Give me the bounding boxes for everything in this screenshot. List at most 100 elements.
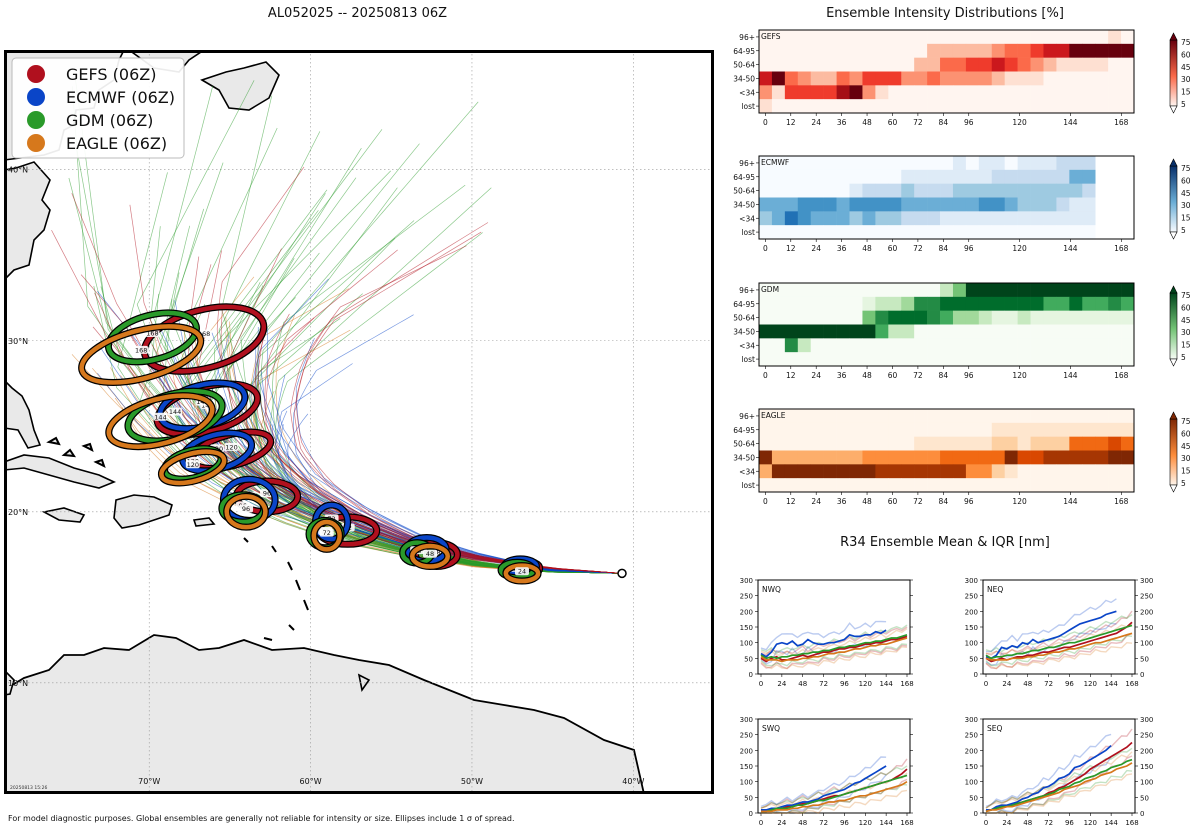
heatmap-x-label: 24: [811, 244, 821, 253]
heat-cell: [991, 43, 1005, 58]
heat-cell: [901, 283, 915, 298]
heat-cell: [797, 85, 812, 100]
heat-cell: [849, 450, 863, 465]
heat-cell: [823, 409, 837, 424]
heat-cell: [1017, 30, 1031, 45]
heat-cell: [1056, 422, 1070, 437]
heat-cell: [1095, 99, 1109, 114]
heat-cell: [991, 409, 1005, 424]
heatmap-gefs: GEFS 96+ 64-95 50-64 34-50 <34 lost 0 12 24 36 48 60…: [733, 29, 1191, 127]
heat-cell: [875, 85, 889, 100]
heatmap-x-label: 96: [964, 244, 974, 253]
heat-cell: [1004, 156, 1018, 171]
heat-cell: [1069, 324, 1083, 339]
heat-cell: [1043, 338, 1057, 353]
r34-iqr-gdm: [986, 769, 1133, 814]
heat-cell: [888, 310, 902, 325]
heat-cell: [952, 71, 967, 86]
heat-cell: [927, 30, 941, 45]
heat-cell: [901, 296, 915, 311]
heat-cell: [849, 43, 863, 58]
heat-cell: [991, 422, 1005, 437]
heat-cell: [836, 169, 850, 184]
heat-cell: [914, 464, 928, 479]
heatmap-x-label: 48: [862, 371, 872, 380]
colorbar-tick: 15: [1181, 341, 1191, 350]
heat-cell: [1043, 464, 1057, 479]
heat-cell: [1108, 352, 1122, 367]
heat-cell: [888, 409, 902, 424]
heat-cell: [797, 225, 812, 240]
heat-cell: [1043, 283, 1057, 298]
heat-cell: [849, 197, 863, 212]
heat-cell: [823, 30, 837, 45]
legend-label-ecmwf: ECMWF (06Z): [66, 88, 175, 107]
heat-cell: [823, 436, 837, 451]
colorbar-max-arrow: [1169, 158, 1178, 167]
heat-cell: [1069, 422, 1083, 437]
heat-cell: [862, 478, 876, 493]
legend-box: [11, 57, 185, 159]
r34-y-label-right: 300: [1140, 577, 1153, 585]
legend-swatch-eagle: [27, 134, 45, 152]
heat-cell: [901, 183, 915, 198]
heatmap-row-label: 96+: [739, 286, 755, 295]
heat-cell: [940, 422, 954, 437]
r34-y-label-right: 0: [1140, 671, 1144, 679]
heat-cell: [1108, 296, 1122, 311]
heat-cell: [849, 310, 863, 325]
heat-cell: [914, 324, 928, 339]
heat-cell: [1043, 43, 1057, 58]
heatmap-x-label: 36: [837, 371, 847, 380]
legend-label-eagle: EAGLE (06Z): [66, 134, 167, 153]
heat-cell: [784, 283, 799, 298]
heat-cell: [1095, 409, 1109, 424]
heat-cell: [1030, 30, 1044, 45]
heat-cell: [1108, 71, 1122, 86]
heat-cell: [1082, 478, 1096, 493]
heat-cell: [914, 409, 928, 424]
heat-cell: [1030, 296, 1044, 311]
track-map[interactable]: 1681681681441441441441201201201209696969…: [4, 50, 714, 794]
heat-cell: [823, 99, 837, 114]
heat-cell: [875, 324, 889, 339]
heat-cell: [836, 436, 850, 451]
heat-cell: [965, 436, 980, 451]
heat-cell: [940, 409, 954, 424]
heatmap-x-label: 84: [939, 118, 949, 127]
heat-cell: [810, 283, 824, 298]
heat-cell: [784, 30, 799, 45]
heat-cell: [978, 169, 993, 184]
heat-cell: [1095, 324, 1109, 339]
colorbar-max-arrow: [1169, 411, 1178, 420]
r34-y-label-right: 150: [1140, 624, 1153, 632]
heat-cell: [1121, 30, 1135, 45]
r34-y-label: 0: [749, 810, 753, 818]
heat-cell: [1069, 352, 1083, 367]
heat-cell: [901, 352, 915, 367]
heat-cell: [759, 450, 773, 465]
heat-cell: [901, 422, 915, 437]
heat-cell: [1043, 422, 1057, 437]
r34-y-label-right: 250: [1140, 593, 1153, 601]
hour-label-bg: [185, 460, 200, 469]
heat-cell: [862, 156, 876, 171]
heat-cell: [849, 436, 863, 451]
heat-cell: [1069, 85, 1083, 100]
heat-cell: [1056, 225, 1070, 240]
hour-label-bg: [514, 567, 529, 576]
colorbar-tick: 60: [1181, 176, 1191, 185]
heat-cell: [1082, 352, 1096, 367]
heat-cell: [952, 338, 967, 353]
heat-cell: [784, 450, 799, 465]
heat-cell: [862, 99, 876, 114]
heat-cell: [849, 30, 863, 45]
heat-cell: [927, 422, 941, 437]
heat-cell: [875, 436, 889, 451]
heat-cell: [1095, 464, 1109, 479]
heat-cell: [797, 43, 812, 58]
r34-x-label: 168: [1125, 819, 1138, 827]
lon-label: 70°W: [138, 777, 160, 786]
heat-cell: [991, 478, 1005, 493]
